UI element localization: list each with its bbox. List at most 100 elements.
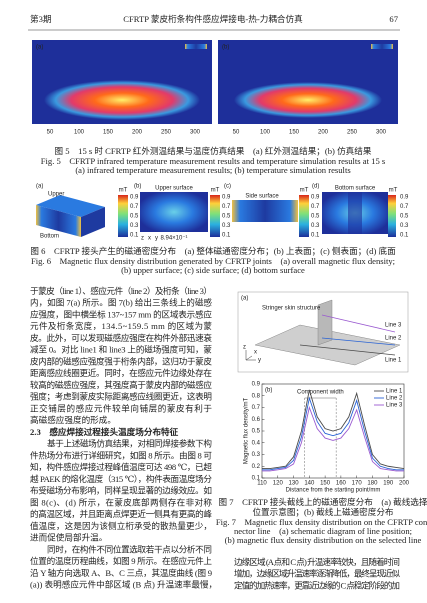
scale-note: 8.94×10⁻¹ xyxy=(160,236,187,242)
x-tick-label: 100 xyxy=(260,130,271,136)
body-text: 皮。此外，可以发现磁感应强度在构件外部迅速衰 xyxy=(30,332,212,343)
x-tick-label: 200 xyxy=(318,130,329,136)
body-text: 较高的磁感应强度，其强度高于蒙皮内部的磁感应 xyxy=(30,379,212,390)
panel-label: (a) xyxy=(36,184,43,190)
y-axis-label: Magnetic flux density/mT xyxy=(244,397,250,464)
body-text: 增加，边缘区域升温速率逐渐降低，最终呈现近似 xyxy=(234,568,400,579)
y-tick-label: 0.5 xyxy=(252,429,261,435)
x-tick-label: 50 xyxy=(233,130,240,136)
colorbar-tick: 0.5 xyxy=(400,214,409,220)
caption-en: (a) infrared temperature measurement res… xyxy=(75,165,351,175)
y-tick-label: 0.3 xyxy=(252,452,261,458)
panel-label: (d) xyxy=(312,184,319,190)
structure-label: Stringer skin structure xyxy=(262,306,321,312)
axis-letter: y xyxy=(155,236,158,242)
body-text: 知，构件感应焊接过程峰值温度可达 498 ℃，已超 xyxy=(30,461,212,472)
x-tick-label: 120 xyxy=(273,481,284,487)
x-tick-label: 50 xyxy=(47,130,54,136)
caption-en: nector line (a) schematic diagram of lin… xyxy=(234,526,412,536)
colorbar-tick: 0.3 xyxy=(311,223,320,229)
axis-letter: z xyxy=(243,345,246,351)
x-tick-label: 200 xyxy=(399,481,410,487)
y-tick-label: 0.4 xyxy=(252,440,261,446)
body-text: 减至 0。对比 line1 和 line3 上的磁场强度可知，蒙 xyxy=(30,344,212,355)
colorbar-unit: mT xyxy=(389,188,398,194)
body-text: 值温度，这是因为该侧立桁承受的散热量更少， xyxy=(30,520,212,531)
running-title: CFRTP 蒙皮桁条构件感应焊接电-热-力耦合仿真 xyxy=(123,13,303,24)
x-tick-label: 100 xyxy=(74,130,85,136)
legend-label: Line 1 xyxy=(386,389,403,395)
colorbar-tick: 0.1 xyxy=(222,233,231,239)
y-tick-label: 0.7 xyxy=(252,405,261,411)
body-text: 越 PAEK 的熔化温度（315 ℃），构件表面温度场分 xyxy=(30,473,212,484)
body-text: 内，如图 7(a) 所示。图 7(b) 给出三条线上的磁感 xyxy=(30,297,212,308)
line-label: Line 2 xyxy=(385,336,402,342)
axis-letter: x xyxy=(254,350,257,356)
colorbar-tick: 0.9 xyxy=(130,195,139,201)
panel-label: (a) xyxy=(241,296,248,302)
caption-cn: 图 6 CFRTP 接头产生的磁通密度分布 (a) 整体磁通密度分布；(b) 上… xyxy=(30,245,396,256)
body-text: 位置的温度历程曲线，如图 9 所示。在感应元件上 xyxy=(30,555,212,566)
series-line xyxy=(262,396,404,471)
body-text: 图 8(c)、(d) 所示，在蒙皮底部两侧存在非对称 xyxy=(30,496,212,507)
x-tick-label: 200 xyxy=(132,130,143,136)
body-text: 边缘区域 (A 点和 C 点) 升温速率较快，且随着时间 xyxy=(234,556,400,567)
axis-letter: y xyxy=(258,358,261,364)
caption-en: Fig. 5 CFRTP infrared temperature measur… xyxy=(41,156,386,166)
caption-en: (b) upper surface; (c) side surface; (d)… xyxy=(121,265,305,275)
x-tick-label: 250 xyxy=(347,130,358,136)
x-tick-label: 160 xyxy=(336,481,347,487)
body-text: 距离感应线圈更近。同时，在感应元件边缘处存在 xyxy=(30,367,212,378)
colorbar-tick: 0.3 xyxy=(400,223,409,229)
x-tick-label: 150 xyxy=(103,130,114,136)
x-tick-label: 110 xyxy=(257,481,267,487)
colorbar-tick: 0.7 xyxy=(400,204,409,210)
colorbar-unit: mT xyxy=(300,188,309,194)
colorbar-tick: 0.5 xyxy=(222,214,231,220)
series-line xyxy=(262,405,404,472)
y-tick-label: 0.6 xyxy=(252,417,261,423)
region-label: Upper xyxy=(48,192,64,198)
body-text: 正交铺层的感应元件较单向铺层的蒙皮有利于 xyxy=(30,402,212,413)
body-text: 的高温区域，并且距离点焊更近一侧具有更高的峰 xyxy=(30,508,212,519)
legend-label: Line 3 xyxy=(386,403,403,409)
panel-label: (c) xyxy=(224,184,231,190)
x-tick-label: 180 xyxy=(367,481,378,487)
colorbar-tick: 0.1 xyxy=(130,233,139,239)
legend-label: Line 2 xyxy=(386,396,403,402)
x-axis-label: Distance from the starting point/mm xyxy=(286,488,381,494)
y-tick-label: 0.9 xyxy=(252,382,261,388)
annotation: Component width xyxy=(297,390,344,396)
body-text: 件热场分布进行详细研究，如图 8 所示。由图 8 可 xyxy=(30,449,212,460)
caption-en: (b) magnetic flux density distribution o… xyxy=(225,535,422,545)
colorbar-tick: 0.1 xyxy=(311,233,320,239)
caption-cn: 图 7 CFRTP 接头截线上的磁通密度分布 (a) 截线选择 xyxy=(219,496,427,507)
panel-title: Bottom surface xyxy=(335,186,376,192)
colorbar-tick: 0.1 xyxy=(400,233,409,239)
x-tick-label: 150 xyxy=(289,130,300,136)
x-tick-label: 130 xyxy=(289,481,300,487)
x-tick-label: 140 xyxy=(304,481,315,487)
line-label: Line 1 xyxy=(385,358,402,364)
colorbar-tick: 0.7 xyxy=(222,204,231,210)
colorbar-tick: 0.3 xyxy=(130,223,139,229)
section-heading: 2.3 感应焊接过程接头温度场分布特征 xyxy=(30,426,179,437)
y-tick-label: 0.1 xyxy=(252,476,261,482)
body-text: 于蒙皮（line 1）、感应元件（line 2）及桁条（line 3） xyxy=(30,285,212,296)
panel-label: (b) xyxy=(134,184,141,190)
caption-en: Fig. 6 Magnetic flux density distributio… xyxy=(31,256,395,266)
line-label: Line 3 xyxy=(385,323,402,329)
colorbar-unit: mT xyxy=(211,188,220,194)
region-label: Bottom xyxy=(40,234,59,240)
issue: 第3期 xyxy=(30,13,52,24)
page-number: 67 xyxy=(389,14,398,24)
x-tick-label: 300 xyxy=(190,130,201,136)
body-text: 高磁感应强度的形成。 xyxy=(30,414,116,425)
colorbar-tick: 0.5 xyxy=(311,214,320,220)
fig7-schematic xyxy=(237,291,409,373)
axis-letter: z xyxy=(141,236,144,242)
body-text: 基于上述磁场仿真结果，对相同焊接参数下构 xyxy=(47,438,212,449)
series-line xyxy=(262,389,405,470)
body-text: (a)) 表明感应元件中部区域 (B 点) 升温速率最慢， xyxy=(30,579,217,590)
